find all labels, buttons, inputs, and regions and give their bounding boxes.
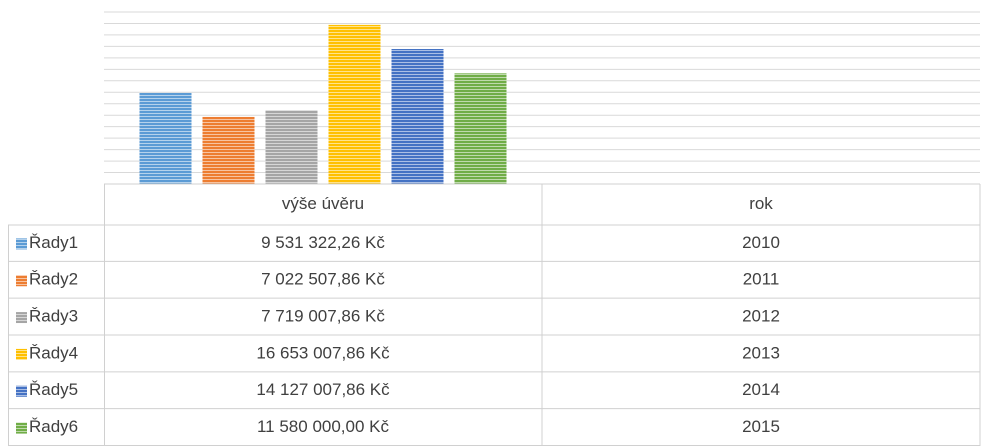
legend-key [16,385,27,397]
legend-label: Řady4 [29,343,78,362]
legend-label: Řady1 [29,233,78,252]
column-header: rok [749,194,773,213]
bar [265,110,318,184]
table-cell: 14 127 007,86 Kč [256,380,390,399]
table-cell: 16 653 007,86 Kč [256,343,390,362]
bar [139,92,192,184]
legend-label: Řady6 [29,417,78,436]
bar [328,24,381,184]
table-cell: 11 580 000,00 Kč [257,417,390,436]
legend-key [16,348,27,360]
table-cell: 2015 [742,417,780,436]
legend-label: Řady5 [29,380,78,399]
table-cell: 7 022 507,86 Kč [261,270,385,289]
table-cell: 2014 [742,380,780,399]
table-cell: 2012 [742,307,780,326]
column-header: výše úvěru [282,194,364,213]
legend-key [16,312,27,324]
bar [202,116,255,184]
table-cell: 2011 [743,270,780,289]
legend-key [16,275,27,287]
legend-key [16,238,27,250]
bar [391,49,444,184]
table-cell: 2013 [742,343,780,362]
table-cell: 9 531 322,26 Kč [261,233,385,252]
legend-key [16,422,27,434]
legend-label: Řady2 [29,270,78,289]
table-cell: 7 719 007,86 Kč [261,307,385,326]
bar [454,73,507,184]
legend-label: Řady3 [29,307,78,326]
table-cell: 2010 [742,233,780,252]
